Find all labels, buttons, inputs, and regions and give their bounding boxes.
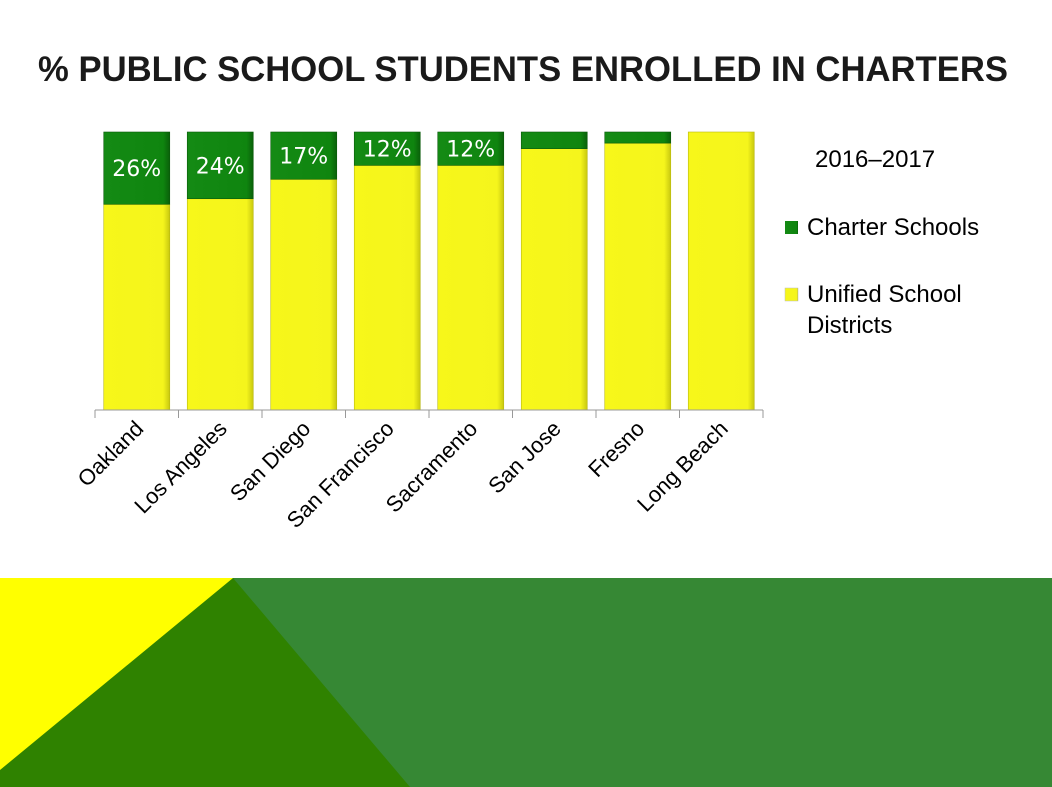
bar-charter-4 (437, 131, 505, 166)
bar-charter-1 (186, 131, 254, 200)
x-tick-label-6: Fresno (583, 416, 649, 482)
data-label-charter-1: 24% (196, 154, 245, 179)
data-label-charter-3: 12% (363, 138, 412, 163)
bar-unified-2 (270, 178, 338, 411)
bar-charter-2 (270, 131, 338, 180)
x-tick-label-5: San Jose (483, 416, 566, 499)
legend-swatch-charter (785, 221, 798, 234)
legend-swatch-unified (784, 287, 799, 302)
slide-title: % PUBLIC SCHOOL STUDENTS ENROLLED IN CHA… (38, 50, 1008, 89)
bar-unified-6 (604, 142, 672, 411)
decorative-footer (0, 578, 1052, 787)
x-tick-label-2: San Diego (225, 416, 315, 506)
bar-unified-1 (186, 198, 254, 411)
bar-charter-5 (520, 131, 588, 149)
bar-unified-5 (520, 148, 588, 411)
data-label-charter-4: 12% (446, 138, 495, 163)
chart-bars: 26% 24% 17% 12% 12% (103, 131, 755, 411)
bar-unified-0 (103, 203, 171, 411)
bar-charter-0 (103, 131, 171, 205)
bar-unified-4 (437, 165, 505, 411)
legend-label-unified-line2: Districts (807, 312, 892, 339)
footer-yellow-triangle (0, 578, 233, 770)
legend-label-unified-line1: Unified School (807, 281, 962, 308)
legend: 2016–2017 Charter Schools Unified School… (784, 146, 979, 339)
legend-title: 2016–2017 (815, 146, 935, 173)
data-label-charter-2: 17% (279, 145, 328, 170)
x-tick-label-0: Oakland (73, 416, 149, 492)
bar-charter-3 (353, 131, 421, 166)
x-axis-ticks (94, 410, 764, 418)
bar-charter-6 (604, 131, 672, 144)
bar-unified-3 (353, 165, 421, 411)
x-tick-label-7: Long Beach (632, 416, 733, 517)
data-label-charter-0: 26% (112, 157, 161, 182)
bar-unified-7 (687, 131, 755, 411)
legend-label-charter: Charter Schools (807, 214, 979, 241)
